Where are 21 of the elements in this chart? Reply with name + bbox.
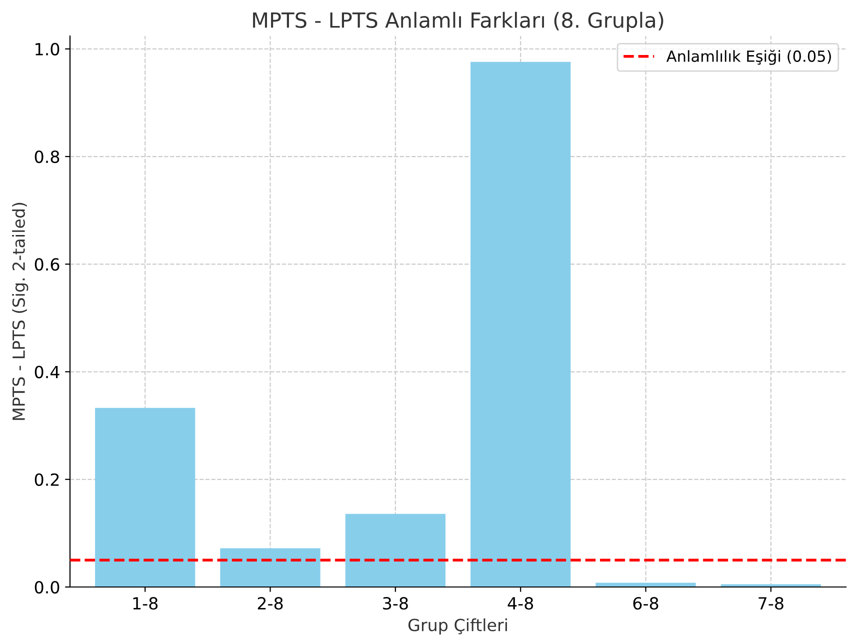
x-tick-label: 7-8 [758,597,784,610]
bar [596,582,696,587]
x-tick-label: 1-8 [133,597,158,610]
x-tick-label: 4-8 [508,597,534,610]
x-axis-title: Grup Çiftleri [408,618,507,635]
y-tick-label: 0.2 [34,473,59,486]
y-axis-title: MPTS - LPTS (Sig. 2-tailed) [12,202,28,420]
legend-label: Anlamlılık Eşiği (0.05) [666,50,831,65]
x-tick-label: 2-8 [258,597,283,610]
y-tick-label: 0.6 [34,258,60,271]
y-tick-label: 1.0 [36,42,60,56]
x-tick-label: 3-8 [383,597,408,610]
bar [470,62,571,587]
x-tick-label: 6-8 [633,597,658,610]
y-tick-label: 0.0 [34,580,60,594]
bar [95,408,196,587]
bar [345,514,446,587]
chart-title: MPTS - LPTS Anlamlı Farkları (8. Grupla) [253,12,664,32]
y-tick-label: 0.4 [34,366,60,378]
bar [220,548,320,587]
y-tick-label: 0.8 [34,150,60,164]
